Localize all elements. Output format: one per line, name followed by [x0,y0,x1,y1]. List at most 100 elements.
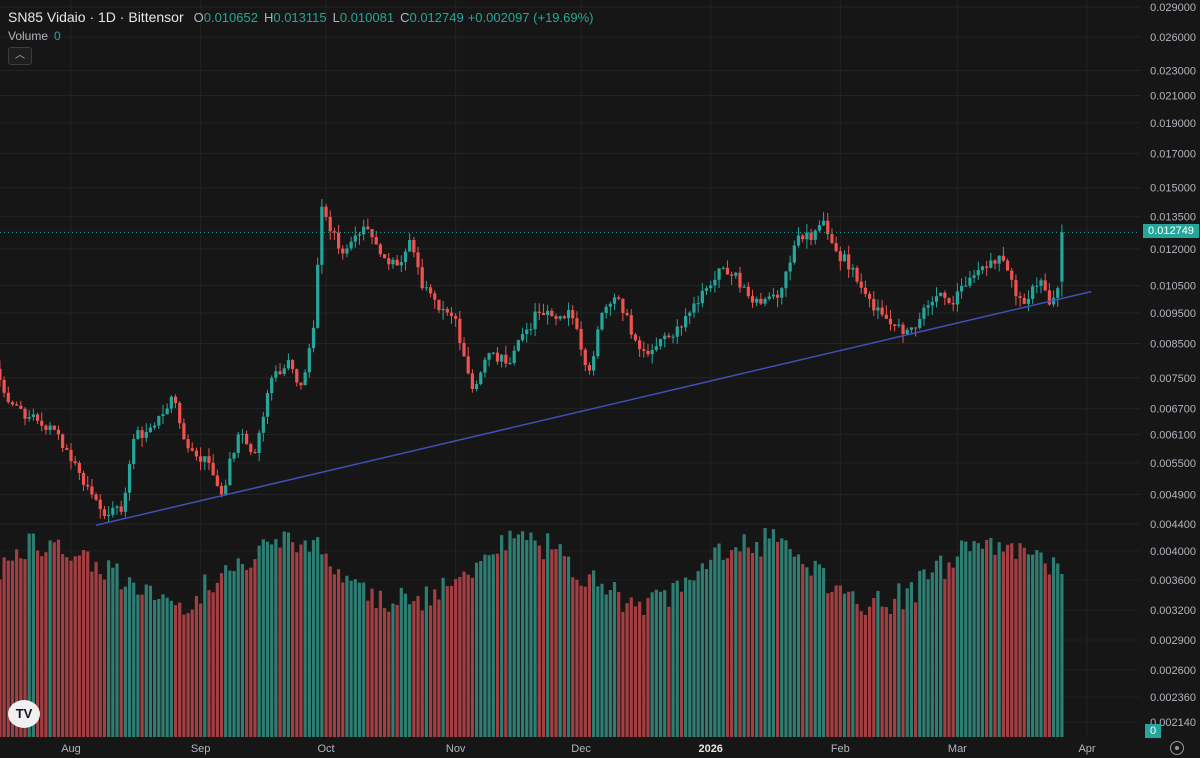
candle-body [621,298,625,313]
candle-body [207,456,211,463]
volume-bar [888,613,893,737]
candle-body [69,449,73,462]
candle-body [529,329,533,331]
candle-body [788,262,792,272]
tradingview-logo[interactable]: TV [8,700,40,728]
candle-body [203,456,207,462]
volume-bar [558,544,562,737]
volume-bar [905,588,909,737]
candle-body [483,359,487,373]
price-tick-label: 0.004900 [1150,489,1196,501]
candle-body [746,286,750,297]
time-tick-label: Aug [61,743,81,755]
price-tick-label: 0.023000 [1150,66,1196,78]
candle-body [211,462,215,476]
volume-bar [943,578,947,737]
volume-bar [224,565,228,737]
candle-body [240,433,245,435]
candle-body [454,315,458,319]
candle-body [403,251,408,263]
volume-bar [579,585,583,737]
volume-bar [566,556,571,737]
candle-body [341,248,345,254]
time-axis[interactable]: Aug Sep Oct Nov Dec 2026 Feb Mar Apr [61,743,1096,755]
volume-bar [821,568,826,737]
candle-body [604,306,608,313]
volume-bar [621,611,625,737]
volume-bar [596,586,600,737]
volume-bar [65,557,69,737]
candle-body [286,360,291,369]
candle-body [270,377,274,394]
volume-bar [232,571,236,737]
candle-body [985,266,989,268]
volume-bar [688,579,692,737]
volume-bar [186,613,190,737]
candle-body [562,316,566,319]
volume-bar [642,614,646,737]
volume-bar [270,544,274,737]
candle-body [86,484,90,487]
volume-bar [399,587,403,737]
candle-body [1060,232,1064,282]
candle-body [362,226,366,235]
volume-bar [40,556,44,737]
volume-bar [295,552,299,737]
trendline[interactable] [95,290,1092,526]
candle-body [61,434,65,449]
volume-bar [934,560,939,737]
candle-body [382,254,387,259]
volume-bar [219,573,224,737]
candle-body [445,308,449,313]
volume-bar [324,553,328,737]
candle-body [934,296,939,302]
price-candles [0,199,1064,522]
volume-bar [679,591,684,737]
volume-bar [303,540,307,737]
volume-bar [604,594,608,737]
volume-bar [717,543,721,737]
volume-bar [173,605,178,737]
volume-bar [349,580,353,737]
volume-bar [805,567,809,737]
candle-body [947,297,951,303]
candle-body [420,267,424,289]
candle-body [592,356,596,371]
price-axis[interactable]: 0.029000 0.026000 0.023000 0.021000 0.019000… [1150,2,1196,729]
candle-body [654,346,658,350]
volume-bar [1047,574,1051,737]
candle-body [838,251,842,262]
volume-bar [859,611,863,737]
candle-body [487,353,491,360]
candle-body [81,472,86,485]
candle-body [792,245,796,263]
volume-bar [261,539,265,737]
volume-bar [608,590,612,737]
symbol-title[interactable]: SN85 Vidaio · 1D · Bittensor [8,9,184,25]
volume-value-tag: 0 [1145,724,1161,738]
price-tick-label: 0.005500 [1150,458,1196,470]
candle-body [520,333,525,341]
candle-body [1031,286,1035,299]
volume-tick-label: 0.003200 [1150,605,1196,617]
price-tick-label: 0.012000 [1150,244,1196,256]
price-tick-label: 0.006700 [1150,404,1196,416]
collapse-legend-button[interactable]: ︿ [8,47,32,65]
candle-body [993,260,997,264]
candle-body [470,373,474,389]
volume-legend[interactable]: Volume 0 [8,28,61,44]
volume-bar [801,564,805,737]
candle-body [299,382,303,386]
volume-bar [959,540,964,737]
candle-body [257,432,261,454]
candle-body [182,423,186,440]
candle-body [1047,290,1051,305]
candle-body [366,226,370,230]
volume-bar [132,582,136,737]
settings-icon[interactable] [1170,741,1184,755]
candle-body [324,206,328,217]
candle-body [650,349,654,355]
volume-bar [10,560,15,737]
candle-body [980,266,985,271]
